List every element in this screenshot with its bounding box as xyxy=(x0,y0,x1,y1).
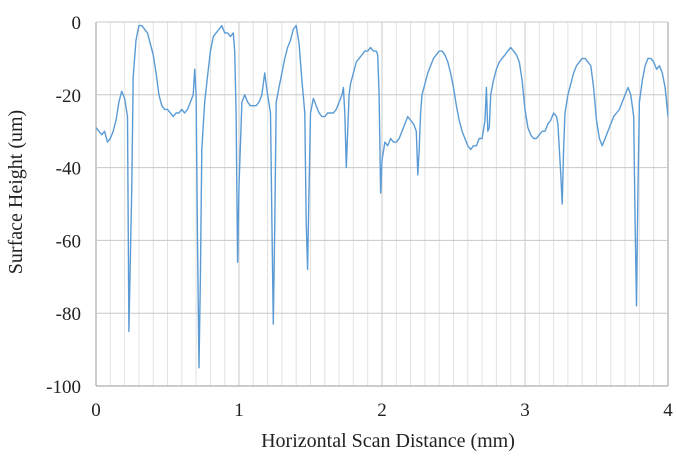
x-tick-label: 2 xyxy=(377,400,387,421)
x-tick-label: 0 xyxy=(91,400,101,421)
y-axis-title: Surface Height (um) xyxy=(5,110,27,274)
y-tick-label: -20 xyxy=(56,86,81,107)
x-tick-label: 3 xyxy=(520,400,530,421)
x-axis-title: Horizontal Scan Distance (mm) xyxy=(261,430,515,452)
y-tick-label: -60 xyxy=(56,231,81,252)
y-tick-label: 0 xyxy=(72,13,82,34)
x-tick-label: 4 xyxy=(663,400,673,421)
gridlines xyxy=(95,21,669,387)
y-tick-label: -80 xyxy=(56,304,81,325)
series-line-1 xyxy=(95,24,669,369)
y-tick-label: -100 xyxy=(46,377,81,398)
tick-labels: 0 1 2 3 4 0 -20 -40 -60 -80 -100 xyxy=(46,13,673,421)
y-tick-label: -40 xyxy=(56,159,81,180)
series-layer xyxy=(95,24,669,369)
x-tick-label: 1 xyxy=(234,400,244,421)
